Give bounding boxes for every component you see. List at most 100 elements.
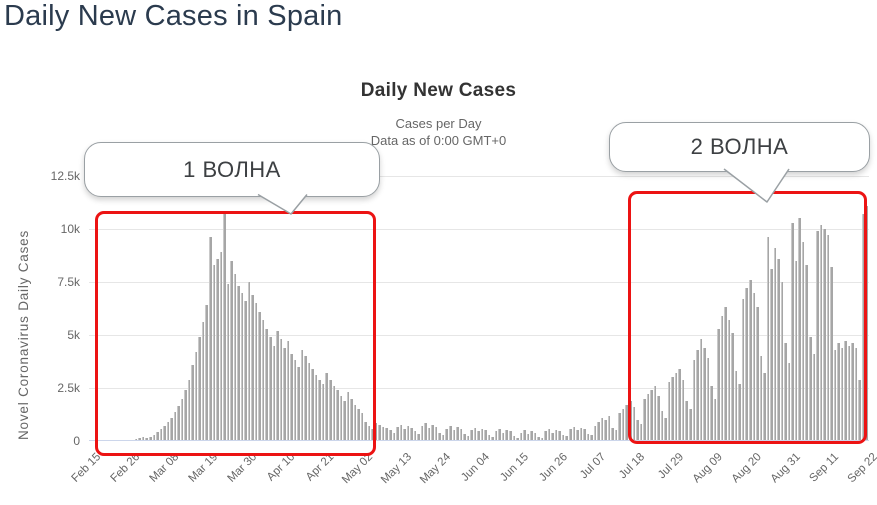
bar[interactable]	[321, 383, 325, 441]
bar[interactable]	[265, 328, 268, 441]
bar[interactable]	[681, 379, 685, 441]
bar[interactable]	[300, 349, 304, 441]
bar[interactable]	[523, 430, 526, 441]
bar[interactable]	[840, 347, 844, 441]
bar[interactable]	[494, 431, 498, 441]
bar[interactable]	[763, 373, 766, 441]
bar[interactable]	[254, 303, 258, 441]
bar[interactable]	[318, 379, 321, 441]
bar[interactable]	[399, 425, 403, 441]
bar[interactable]	[657, 396, 660, 441]
bar[interactable]	[537, 436, 540, 441]
bar[interactable]	[674, 373, 678, 441]
bar[interactable]	[272, 345, 276, 441]
bar[interactable]	[505, 430, 508, 441]
bar[interactable]	[540, 437, 544, 441]
bar[interactable]	[752, 292, 756, 441]
bar[interactable]	[621, 409, 625, 441]
bar[interactable]	[547, 429, 551, 441]
bar[interactable]	[586, 433, 590, 441]
bar[interactable]	[473, 428, 477, 441]
bar[interactable]	[230, 260, 233, 441]
bar[interactable]	[350, 398, 353, 441]
bar[interactable]	[307, 362, 311, 441]
bar[interactable]	[205, 305, 208, 441]
bar[interactable]	[509, 431, 512, 441]
bar[interactable]	[727, 320, 731, 441]
bar[interactable]	[780, 282, 784, 441]
bar[interactable]	[798, 218, 801, 441]
bar[interactable]	[861, 214, 865, 441]
bar[interactable]	[784, 343, 787, 441]
bar[interactable]	[258, 311, 261, 441]
bar[interactable]	[572, 427, 576, 441]
bar[interactable]	[830, 267, 833, 441]
bar[interactable]	[720, 315, 724, 441]
bar[interactable]	[833, 349, 837, 441]
bar[interactable]	[378, 425, 381, 441]
bar[interactable]	[731, 332, 734, 441]
bar[interactable]	[530, 431, 533, 441]
bar[interactable]	[533, 432, 537, 441]
bar[interactable]	[607, 415, 611, 441]
bar[interactable]	[703, 347, 706, 441]
bar[interactable]	[590, 434, 593, 441]
bar[interactable]	[216, 258, 219, 441]
bar[interactable]	[614, 430, 618, 441]
bar[interactable]	[166, 421, 170, 441]
bar[interactable]	[237, 286, 240, 441]
bar[interactable]	[636, 419, 639, 441]
bar[interactable]	[233, 273, 237, 441]
bar[interactable]	[611, 428, 614, 441]
bar[interactable]	[794, 260, 798, 441]
bar[interactable]	[696, 349, 699, 441]
bar[interactable]	[579, 428, 583, 441]
bar[interactable]	[854, 347, 858, 441]
bar[interactable]	[847, 345, 851, 441]
bar[interactable]	[170, 417, 173, 441]
bar[interactable]	[357, 409, 360, 441]
bar[interactable]	[805, 265, 808, 441]
bar[interactable]	[173, 412, 177, 441]
bar[interactable]	[766, 237, 770, 441]
bar[interactable]	[226, 284, 230, 441]
bar[interactable]	[389, 430, 392, 441]
bar[interactable]	[756, 307, 759, 441]
bar[interactable]	[565, 435, 568, 441]
bar[interactable]	[212, 265, 216, 441]
bar[interactable]	[787, 362, 791, 441]
bar[interactable]	[431, 425, 434, 441]
bar[interactable]	[406, 426, 410, 441]
bar[interactable]	[858, 379, 861, 441]
bar[interactable]	[741, 298, 745, 441]
bar[interactable]	[371, 429, 374, 441]
bar[interactable]	[480, 429, 484, 441]
bar[interactable]	[526, 433, 530, 441]
bar[interactable]	[618, 413, 621, 441]
bar[interactable]	[583, 429, 586, 441]
bar[interactable]	[600, 417, 604, 441]
bar[interactable]	[498, 429, 501, 441]
bar[interactable]	[360, 413, 364, 441]
bar[interactable]	[293, 360, 297, 441]
bar[interactable]	[223, 213, 226, 441]
bar[interactable]	[660, 411, 664, 441]
bar[interactable]	[247, 282, 251, 441]
bar[interactable]	[519, 432, 523, 441]
bar[interactable]	[441, 434, 445, 441]
bar[interactable]	[844, 341, 847, 441]
bar[interactable]	[487, 434, 491, 441]
bar[interactable]	[604, 419, 607, 441]
bar[interactable]	[823, 229, 826, 441]
bar[interactable]	[381, 427, 385, 441]
bar[interactable]	[819, 224, 823, 441]
bar[interactable]	[463, 433, 466, 441]
bar[interactable]	[773, 248, 777, 441]
bar[interactable]	[445, 429, 448, 441]
bar[interactable]	[639, 424, 643, 441]
bar[interactable]	[424, 422, 427, 441]
bar[interactable]	[477, 431, 480, 441]
bar[interactable]	[251, 294, 254, 441]
bar[interactable]	[812, 354, 816, 441]
bar[interactable]	[653, 385, 657, 441]
